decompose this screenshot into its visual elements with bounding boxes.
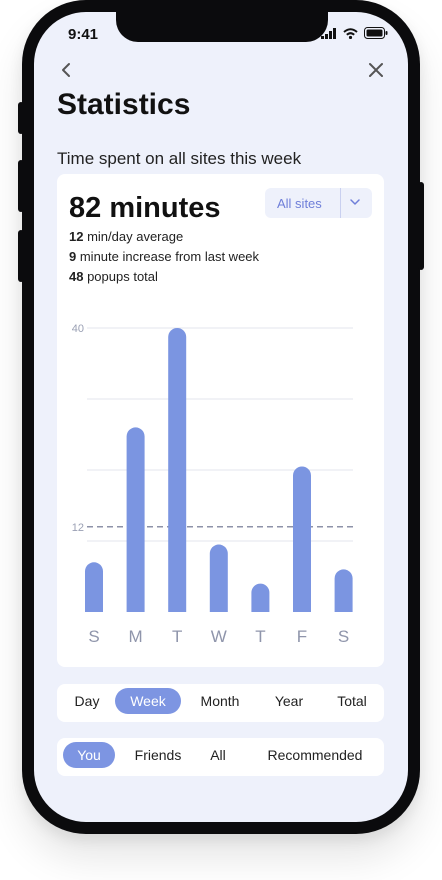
x-tick-label: T (255, 627, 265, 646)
status-icons (321, 27, 388, 39)
chart-bar (126, 427, 145, 612)
x-tick-label: W (211, 627, 227, 646)
stats-card: 82 minutes 12 min/day average 9 minute i… (57, 174, 384, 667)
tab-friends[interactable]: Friends (134, 747, 182, 763)
tab-year[interactable]: Year (274, 693, 304, 709)
page-title: Statistics (57, 88, 191, 121)
tab-day[interactable]: Day (74, 693, 100, 709)
back-button[interactable] (54, 58, 78, 82)
close-button[interactable] (364, 58, 388, 82)
volume-up-button (18, 160, 24, 212)
period-tabs: Day Week Month Year Total (57, 684, 384, 722)
tab-all[interactable]: All (210, 747, 226, 763)
chart-bar (251, 583, 270, 612)
status-time: 9:41 (68, 26, 99, 43)
chevron-left-icon (62, 63, 70, 77)
chart-bar (293, 466, 311, 612)
chart-bar (85, 562, 103, 612)
tab-month[interactable]: Month (200, 693, 240, 709)
power-button (418, 182, 424, 270)
app-screen: 9:41 Statistics Time spent on all sites … (34, 12, 408, 822)
total-minutes: 82 minutes (69, 192, 221, 224)
stat-text: min/day average (83, 229, 184, 244)
section-subtitle: Time spent on all sites this week (57, 149, 302, 168)
stat-line-popups: 48 popups total (69, 269, 158, 284)
stat-text: minute increase from last week (76, 249, 260, 264)
site-filter-dropdown[interactable]: All sites (265, 188, 372, 218)
tab-total[interactable]: Total (337, 693, 367, 709)
x-tick-label: F (297, 627, 307, 646)
chart-bar (334, 569, 353, 612)
weekly-bar-chart: 12 40 S M T W T F S (72, 323, 353, 646)
tab-you[interactable]: You (63, 742, 115, 768)
mute-switch (18, 102, 24, 134)
chart-bar (168, 328, 187, 612)
notch (116, 12, 328, 42)
x-tick-label: S (338, 627, 349, 646)
wifi-icon (343, 27, 358, 39)
stat-value: 48 (69, 269, 84, 284)
chevron-down-icon (350, 199, 360, 205)
volume-down-button (18, 230, 24, 282)
close-icon (369, 63, 383, 77)
chart-bar (209, 544, 228, 612)
stat-value: 12 (69, 229, 84, 244)
x-tick-label: T (172, 627, 182, 646)
stat-text: popups total (83, 269, 158, 284)
tab-recommended[interactable]: Recommended (267, 747, 363, 763)
y-tick-label: 12 (72, 522, 84, 534)
stat-line-increase: 9 minute increase from last week (69, 249, 259, 264)
stat-line-average: 12 min/day average (69, 229, 183, 244)
x-tick-label: S (88, 627, 99, 646)
stat-value: 9 (69, 249, 77, 264)
x-tick-label: M (129, 627, 143, 646)
tab-week[interactable]: Week (115, 688, 181, 714)
dropdown-divider (340, 188, 341, 218)
site-filter-label: All sites (277, 196, 322, 211)
audience-tabs: You Friends All Recommended (57, 738, 384, 776)
battery-icon (364, 27, 388, 39)
signal-icon (321, 27, 336, 39)
y-tick-label: 40 (72, 323, 84, 335)
